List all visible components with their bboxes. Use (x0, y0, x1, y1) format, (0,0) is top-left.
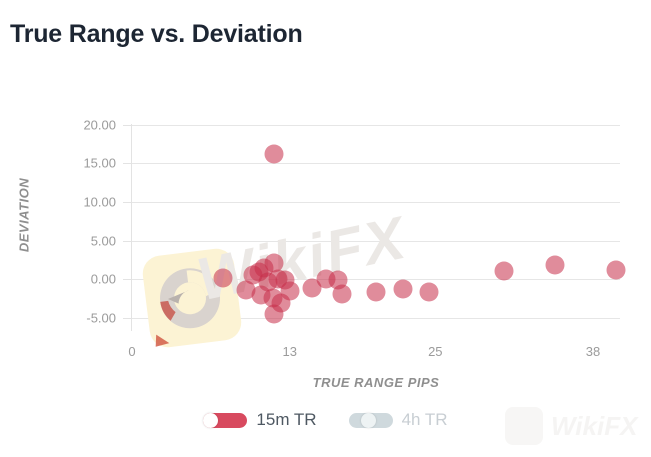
y-tick-label: 10.00 (83, 194, 116, 210)
y-tick-mark (123, 163, 132, 165)
data-point[interactable] (264, 253, 284, 273)
chart-legend: 15m TR 4h TR (0, 405, 651, 435)
x-axis-title: TRUE RANGE PIPS (312, 375, 440, 390)
gridline-y-0 (132, 279, 620, 281)
data-point[interactable] (302, 278, 322, 298)
toggle-switch-off[interactable] (348, 412, 393, 428)
y-tick-mark (123, 279, 132, 281)
data-point[interactable] (213, 268, 233, 288)
y-tick-mark (123, 124, 132, 126)
y-tick-label: 0.00 (90, 271, 116, 287)
y-tick-mark (123, 201, 132, 203)
wikifx-corner-logo (505, 407, 543, 445)
data-point[interactable] (236, 280, 256, 300)
y-tick-label: -5.00 (86, 310, 116, 326)
legend-toggle-4h-tr[interactable]: 4h TR (348, 410, 448, 430)
gridline-y-10 (132, 201, 620, 203)
toggle-knob (203, 412, 219, 428)
data-point[interactable] (332, 284, 352, 304)
wikifx-corner-watermark: WikiFX (505, 400, 650, 452)
data-point[interactable] (419, 282, 439, 302)
x-tick-label: 0 (128, 344, 136, 359)
data-point[interactable] (366, 282, 386, 302)
y-tick-mark (123, 240, 132, 242)
gridline-y-5 (132, 240, 620, 242)
gridline-y--5 (132, 317, 620, 319)
data-point[interactable] (494, 261, 514, 281)
legend-label-15m-tr: 15m TR (256, 410, 317, 429)
legend-label-4h-tr: 4h TR (401, 410, 448, 429)
y-tick-mark (123, 317, 132, 319)
toggle-switch-on[interactable] (203, 412, 248, 428)
data-point[interactable] (280, 281, 300, 301)
y-tick-label: 20.00 (83, 117, 116, 133)
gridline-y-15 (132, 163, 620, 165)
y-tick-label: 15.00 (83, 155, 116, 171)
x-tick-label: 38 (585, 344, 601, 359)
page-title: True Range vs. Deviation (10, 20, 303, 48)
data-point[interactable] (264, 144, 284, 164)
y-axis-line (131, 124, 132, 331)
data-point[interactable] (393, 279, 413, 299)
y-tick-label: 5.00 (90, 233, 116, 249)
eagle-icon (155, 268, 221, 347)
wikifx-corner-text: WikiFX (551, 410, 638, 441)
legend-toggle-15m-tr[interactable]: 15m TR (203, 410, 317, 430)
data-point[interactable] (606, 260, 626, 280)
x-tick-label: 25 (428, 344, 443, 359)
gridline-y-20 (132, 124, 620, 126)
toggle-knob (360, 412, 376, 428)
data-point[interactable] (545, 255, 565, 275)
x-tick-label: 13 (282, 344, 297, 359)
y-axis-title: DEVIATION (16, 177, 32, 253)
wikifx-eagle-logo-watermark (140, 246, 244, 350)
